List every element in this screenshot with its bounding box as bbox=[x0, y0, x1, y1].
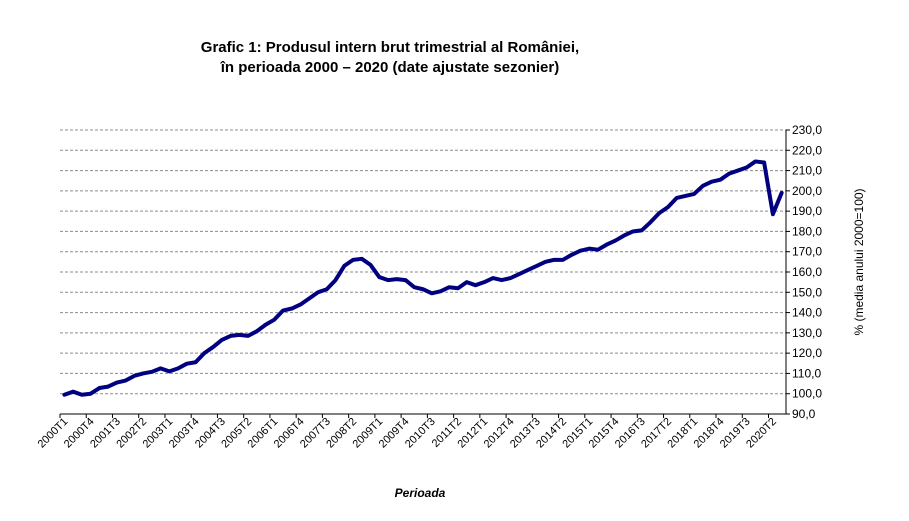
x-tick-labels: 2000T12000T42001T32002T22003T12003T42004… bbox=[36, 416, 779, 451]
chart-title-line-1: Grafic 1: Produsul intern brut trimestri… bbox=[200, 39, 580, 56]
y-tick-label: 220,0 bbox=[792, 143, 822, 157]
y-tick-labels: 90,0 100,0 110,0 120,0 130,0 140,0 150,0 160,0 1… bbox=[792, 123, 822, 421]
y-tick-label: 140,0 bbox=[792, 306, 822, 320]
series-line bbox=[62, 159, 784, 397]
y-tick-label: 170,0 bbox=[792, 245, 822, 259]
x-axis-label: Perioada bbox=[395, 486, 446, 500]
y-tick-label: 120,0 bbox=[792, 346, 822, 360]
y-axis-label: % (media anului 2000=100) bbox=[852, 188, 866, 335]
y-tick-label: 200,0 bbox=[792, 184, 822, 198]
series-layer bbox=[62, 159, 784, 397]
y-tick-label: 130,0 bbox=[792, 326, 822, 340]
y-tick-label: 100,0 bbox=[792, 387, 822, 401]
y-tick-label: 230,0 bbox=[792, 123, 822, 137]
y-tick-label: 180,0 bbox=[792, 224, 822, 238]
gridlines bbox=[60, 129, 786, 395]
axes bbox=[59, 129, 790, 418]
y-tick-label: 150,0 bbox=[792, 285, 822, 299]
y-tick-label: 90,0 bbox=[792, 407, 816, 421]
y-tick-label: 190,0 bbox=[792, 204, 822, 218]
chart-title: Grafic 1: Produsul intern brut trimestri… bbox=[120, 38, 660, 78]
y-tick-label: 110,0 bbox=[792, 366, 821, 380]
chart-title-line-2: în perioada 2000 – 2020 (date ajustate s… bbox=[220, 59, 560, 76]
y-tick-label: 160,0 bbox=[792, 265, 822, 279]
y-tick-label: 210,0 bbox=[792, 164, 822, 178]
